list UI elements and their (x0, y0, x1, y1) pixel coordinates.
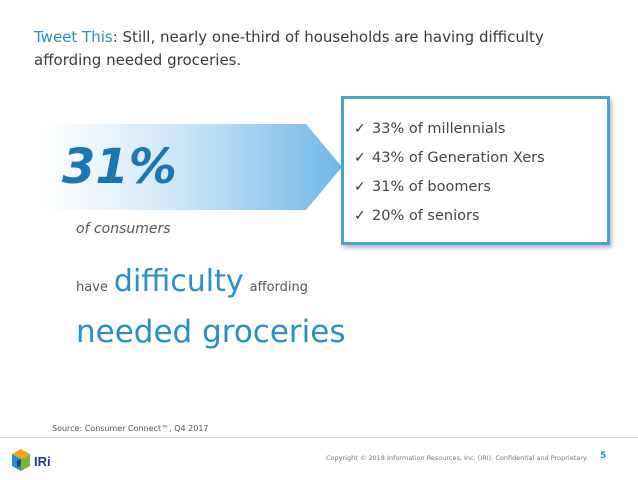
slide-headline: Tweet This: Still, nearly one-third of h… (34, 26, 614, 72)
affording-text: affording (249, 280, 309, 295)
check-icon: ✓ (354, 121, 366, 137)
page-number: 5 (600, 451, 607, 461)
iri-logo: IRi (12, 449, 51, 471)
copyright-text: Copyright © 2018 Information Resources, … (326, 454, 588, 462)
big-stat: 31% (62, 139, 177, 195)
difficulty-text: difficulty (113, 264, 244, 299)
list-item-text: 31% of boomers (372, 179, 491, 195)
tweet-this-link[interactable]: Tweet This (34, 28, 113, 46)
logo-text: IRi (34, 454, 51, 469)
needed-groceries-text: needed groceries (76, 314, 346, 350)
of-consumers-text: of consumers (76, 221, 171, 237)
list-item: ✓ 20% of seniors (354, 202, 607, 231)
check-icon: ✓ (354, 208, 366, 224)
list-item: ✓ 33% of millennials (354, 115, 607, 144)
list-item-text: 33% of millennials (372, 121, 506, 137)
check-icon: ✓ (354, 150, 366, 166)
difficulty-line: have difficulty affording (76, 264, 308, 299)
have-text: have (76, 280, 108, 295)
stat-list-box: ✓ 33% of millennials ✓ 43% of Generation… (341, 96, 610, 245)
headline-text: : Still, nearly one-third of households … (34, 28, 544, 69)
source-note: Source: Consumer Connect™, Q4 2017 (52, 424, 209, 433)
list-item: ✓ 31% of boomers (354, 173, 607, 202)
check-icon: ✓ (354, 179, 366, 195)
iri-cube-icon (12, 449, 30, 471)
list-item: ✓ 43% of Generation Xers (354, 144, 607, 173)
list-item-text: 20% of seniors (372, 208, 480, 224)
arrow-banner (44, 124, 342, 210)
slide-footer: IRi Copyright © 2018 Information Resourc… (0, 437, 638, 480)
stat-list: ✓ 33% of millennials ✓ 43% of Generation… (344, 99, 607, 231)
list-item-text: 43% of Generation Xers (372, 150, 545, 166)
